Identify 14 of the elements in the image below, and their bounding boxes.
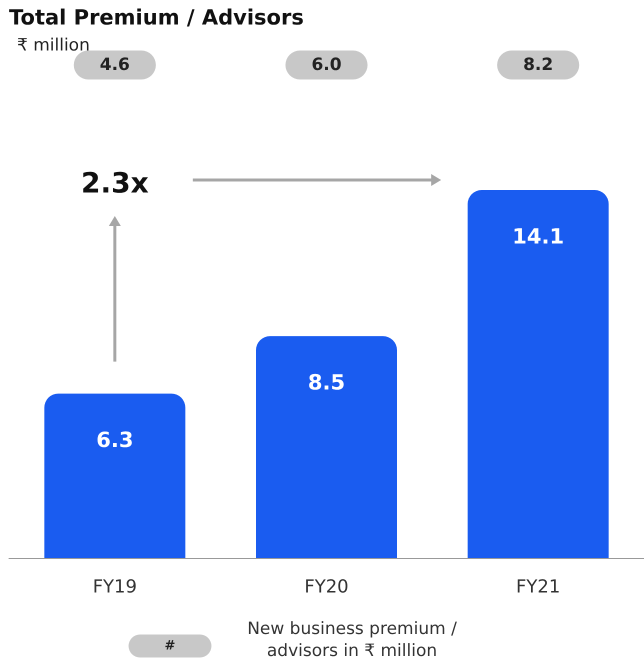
text: New business premium / advisors in ₹ million <box>247 619 458 661</box>
x-tick-label: FY21 <box>516 576 560 598</box>
chart-subtitle: ₹ million <box>17 36 90 56</box>
data-label: 6.3 <box>96 428 134 452</box>
text: # <box>164 638 176 654</box>
x-tick-label: FY19 <box>92 576 137 598</box>
data-label: 14.1 <box>512 224 564 248</box>
text: 6.0 <box>311 55 342 75</box>
text: 4.6 <box>100 55 130 75</box>
text: 8.2 <box>523 55 554 75</box>
chart-title: Total Premium / Advisors <box>9 6 304 30</box>
x-tick-label: FY20 <box>304 576 349 598</box>
data-label: 8.5 <box>308 370 346 395</box>
annotation: 2.3x <box>80 166 149 200</box>
